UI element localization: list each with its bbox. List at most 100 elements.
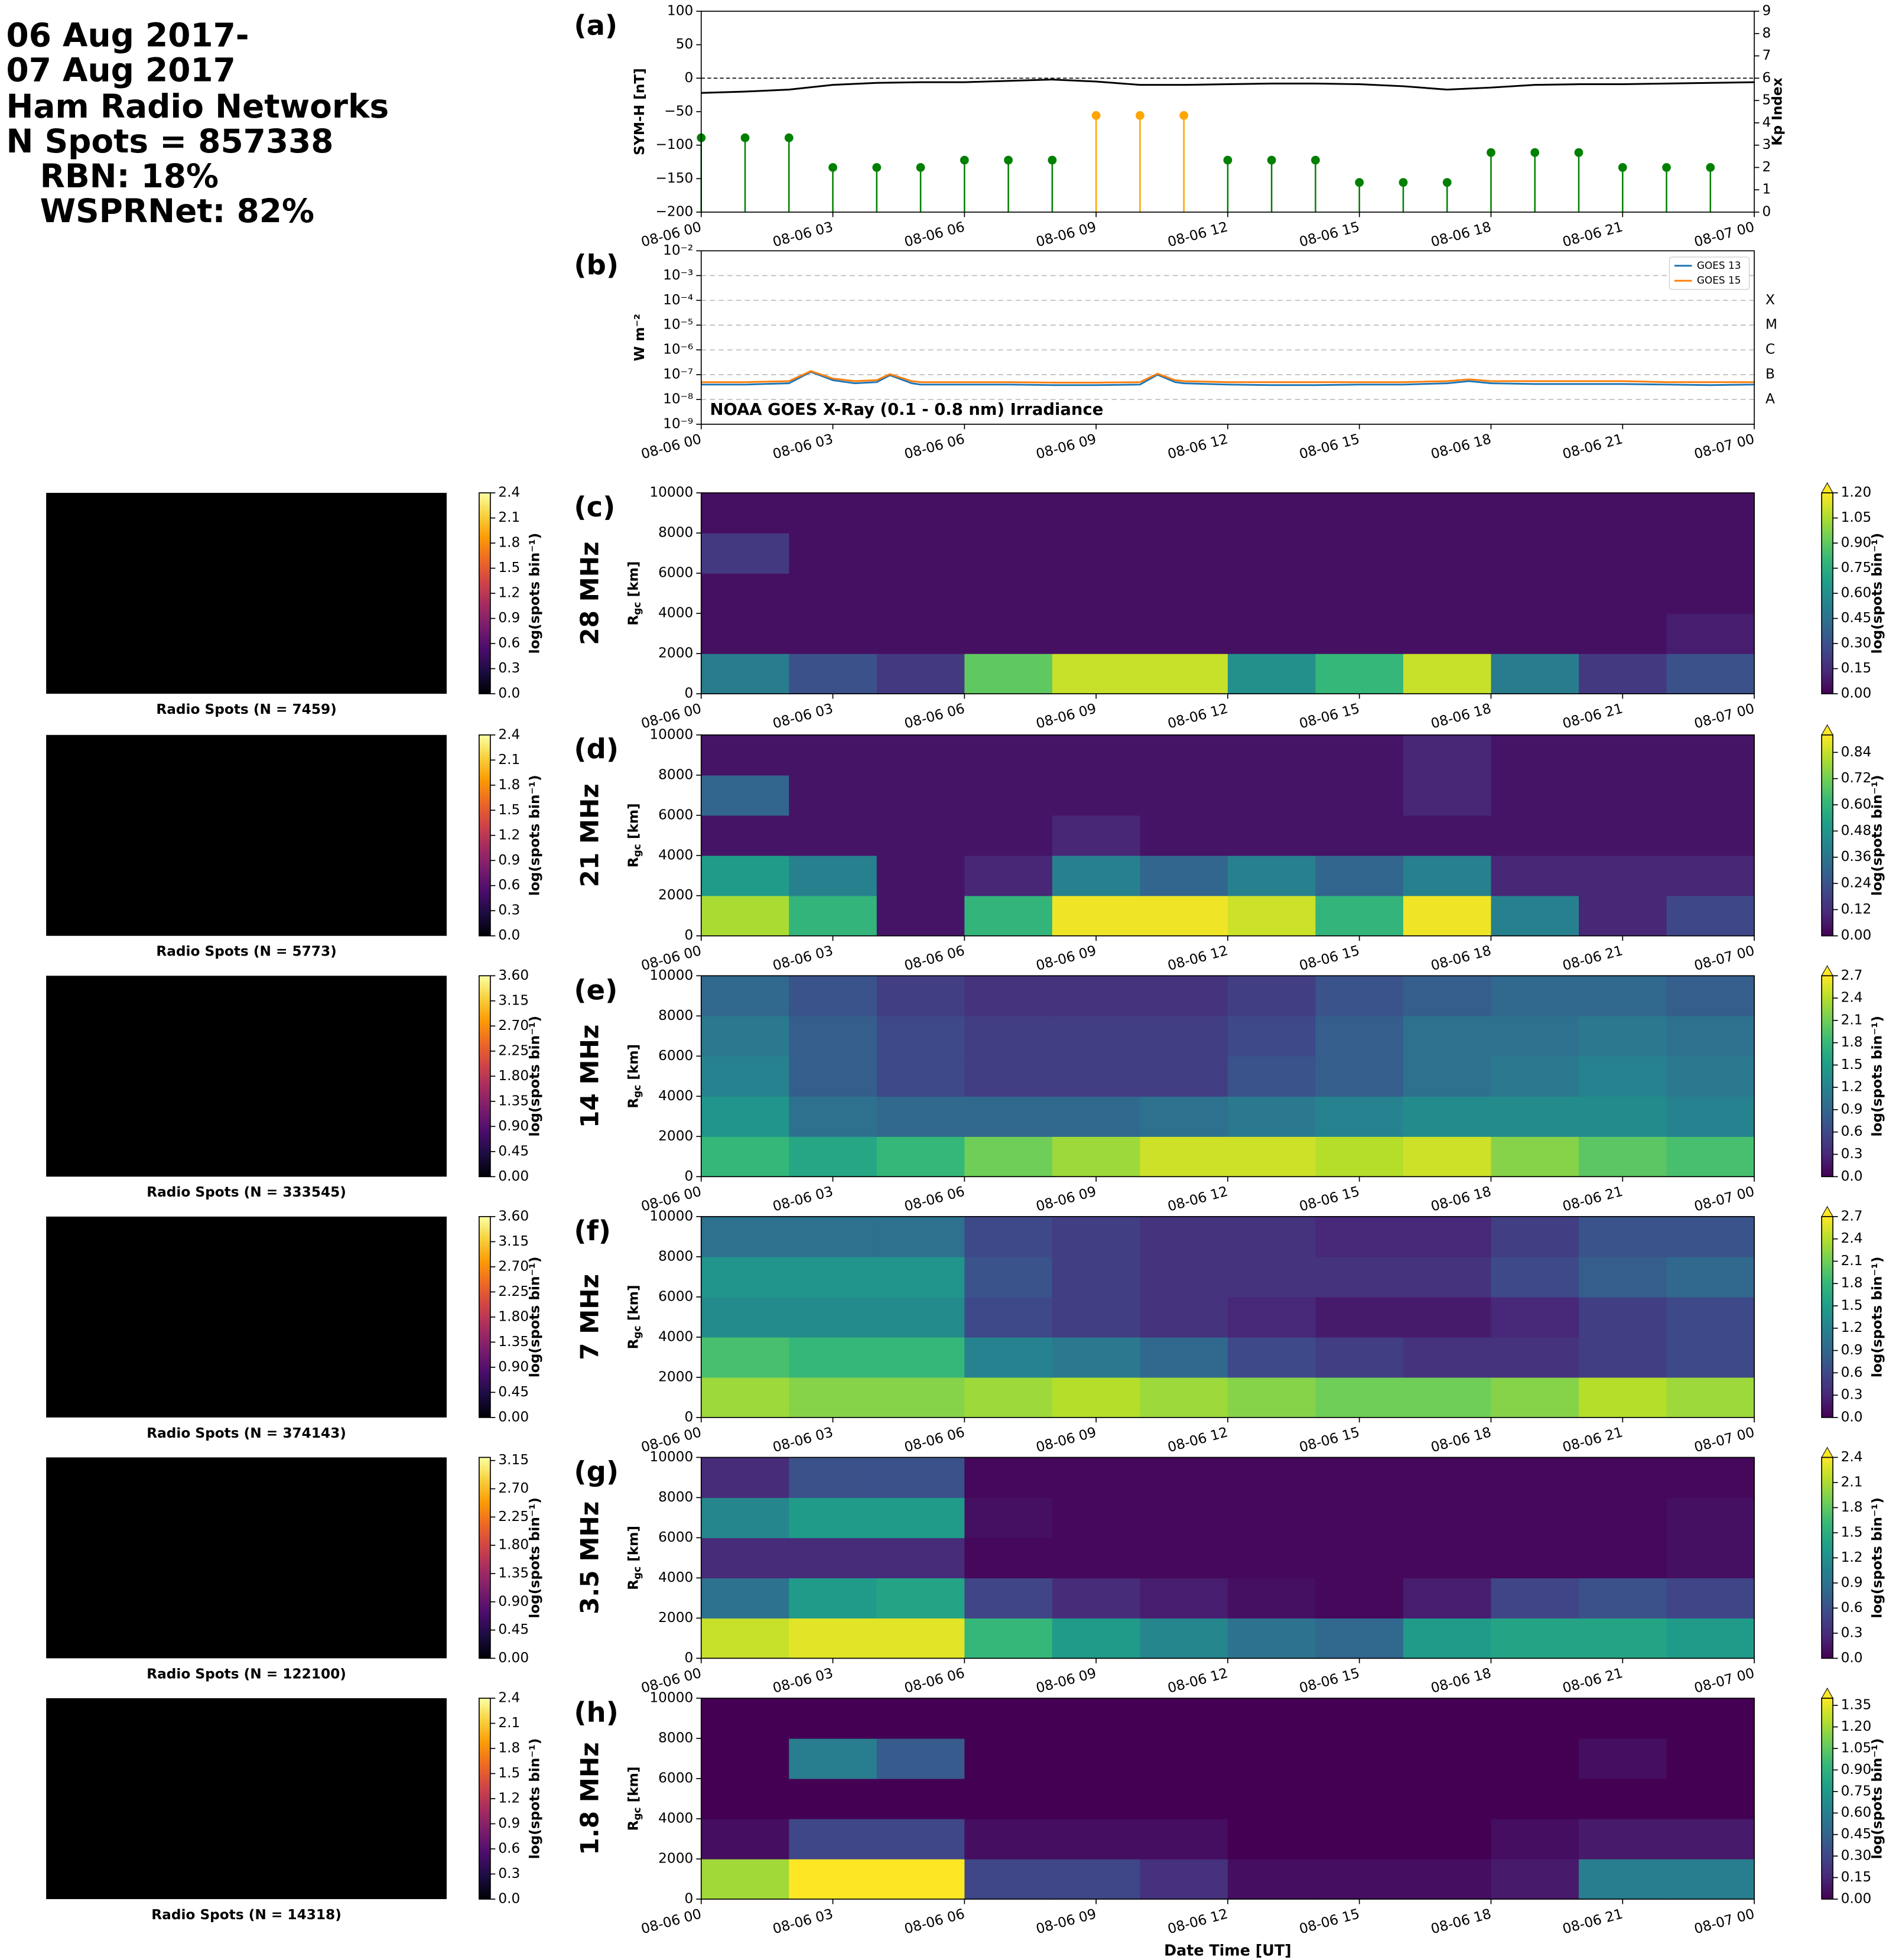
colorbar (1822, 734, 1833, 936)
map-caption: Radio Spots (N = 7459) (156, 701, 336, 717)
y-tick-label: 0.75 (1841, 1783, 1872, 1799)
heatmap-cell (1578, 1377, 1667, 1418)
y-tick-label: 0.0 (498, 1890, 520, 1906)
heatmap-cell (1140, 1698, 1228, 1739)
x-tick-label: 08-07 00 (1692, 1184, 1756, 1215)
map (46, 1457, 447, 1659)
map (46, 976, 447, 1177)
heatmap-cell (1578, 976, 1667, 1016)
y-axis-label: SYM-H [nT] (632, 68, 648, 155)
heatmap-cell (876, 1618, 965, 1659)
heatmap-cell (1227, 1056, 1316, 1097)
x-tick-label: 08-06 12 (1166, 1424, 1230, 1455)
heatmap-cell (701, 573, 789, 614)
heatmap-cell (1403, 493, 1492, 534)
heatmap-cell (789, 1698, 877, 1739)
heatmap-cell (1140, 855, 1228, 896)
y-tick-label: 0.3 (498, 902, 520, 918)
heatmap-cell (701, 1096, 789, 1137)
heatmap-cell (1403, 1377, 1492, 1418)
x-tick-label: 08-06 21 (1561, 1906, 1625, 1937)
x-tick-label: 08-06 06 (903, 219, 967, 250)
heatmap-cell (1140, 815, 1228, 856)
heatmap-cell (1491, 1618, 1579, 1659)
colorbar (479, 734, 490, 936)
heatmap-cell (1052, 1858, 1141, 1900)
stem-marker (1355, 178, 1364, 187)
y-tick-label: 6000 (658, 1529, 693, 1545)
map-caption: Radio Spots (N = 374143) (147, 1425, 346, 1441)
header-line: 06 Aug 2017- (6, 16, 249, 54)
heatmap-cell (701, 1256, 789, 1298)
x-tick-label: 08-06 12 (1166, 1906, 1230, 1937)
x-tick-label: 08-06 21 (1561, 1424, 1625, 1455)
heatmap-cell (1052, 1578, 1141, 1619)
heatmap-cell (1052, 895, 1141, 937)
heatmap-cell (1140, 1377, 1228, 1418)
y-tick-label: 2.70 (498, 1018, 529, 1033)
heatmap-cell (1140, 1056, 1228, 1097)
heatmap-cell (1315, 1818, 1404, 1860)
heatmap-cell (876, 1337, 965, 1378)
heatmap-cell (1403, 775, 1492, 816)
y-tick-label: 0.9 (498, 852, 520, 868)
y-tick-label: 0.48 (1841, 823, 1872, 838)
y-axis-label: Rgc [km] (625, 803, 643, 867)
x-tick-label: 08-06 12 (1166, 700, 1230, 732)
band-label: 3.5 MHz (575, 1501, 604, 1614)
y-axis-label-part: R (625, 1579, 641, 1590)
heatmap-cell (876, 573, 965, 614)
y-tick-label: 0.30 (1841, 635, 1872, 651)
y-tick-label: 0.45 (1841, 610, 1872, 626)
stem-marker (1048, 155, 1057, 165)
stem-marker (1135, 111, 1144, 120)
heatmap-cell (964, 1858, 1053, 1900)
y-tick-label: 1.80 (498, 1308, 529, 1324)
heatmap-cell (1052, 1457, 1141, 1499)
heatmap-cell (789, 1136, 877, 1177)
heatmap-cell (1052, 1096, 1141, 1137)
heatmap-cell (1403, 1698, 1492, 1739)
heatmap-cell (1227, 1698, 1316, 1739)
y-tick-label: 1.2 (498, 585, 520, 601)
colorbar (479, 493, 490, 694)
colorbar-frame (1821, 734, 1833, 937)
y-tick-label: 2 (1763, 159, 1771, 175)
y-tick-label: 0.90 (498, 1593, 529, 1609)
map (46, 734, 447, 936)
heatmap-cell (1491, 976, 1579, 1016)
heatmap-cell (701, 1578, 789, 1619)
y-tick-label: 2000 (658, 1128, 693, 1144)
x-tick-label: 08-06 09 (1035, 219, 1098, 250)
heatmap-cell (1491, 775, 1579, 816)
y-axis-label-sub: gc (631, 1807, 643, 1820)
heatmap-cell (1666, 895, 1755, 937)
y-axis-label-sub: gc (631, 844, 643, 857)
heatmap-cell (964, 1056, 1053, 1097)
heatmap-cell (1666, 1136, 1755, 1177)
heatmap-cell (1227, 573, 1316, 614)
x-tick-label: 08-06 06 (903, 1665, 967, 1696)
x-tick-label: 08-06 03 (771, 1184, 835, 1215)
heatmap-cell (1315, 1497, 1404, 1539)
heatmap-cell (789, 976, 877, 1016)
heatmap-cell (1227, 1538, 1316, 1579)
heatmap-cell (964, 1136, 1053, 1177)
x-tick-label: 08-06 09 (1035, 942, 1098, 974)
heatmap-cell (1403, 1818, 1492, 1860)
y-tick-label: 10⁻⁵ (663, 317, 693, 333)
heatmap-cell (1403, 815, 1492, 856)
heatmap-cell (1491, 1858, 1579, 1900)
y-tick-label: 2.25 (498, 1042, 529, 1058)
colorbar-extend (1821, 1447, 1833, 1458)
flare-class-label: C (1765, 342, 1775, 357)
heatmap-cell (1315, 895, 1404, 937)
heatmap-cell (964, 734, 1053, 776)
heatmap-cell (1403, 734, 1492, 776)
heatmap-cell (1227, 1377, 1316, 1418)
y-tick-label: −50 (664, 103, 693, 119)
heatmap-cell (1403, 1256, 1492, 1298)
heatmap-cell (1403, 533, 1492, 574)
heatmap-cell (964, 976, 1053, 1016)
y-tick-label: 10⁻⁶ (663, 342, 693, 357)
